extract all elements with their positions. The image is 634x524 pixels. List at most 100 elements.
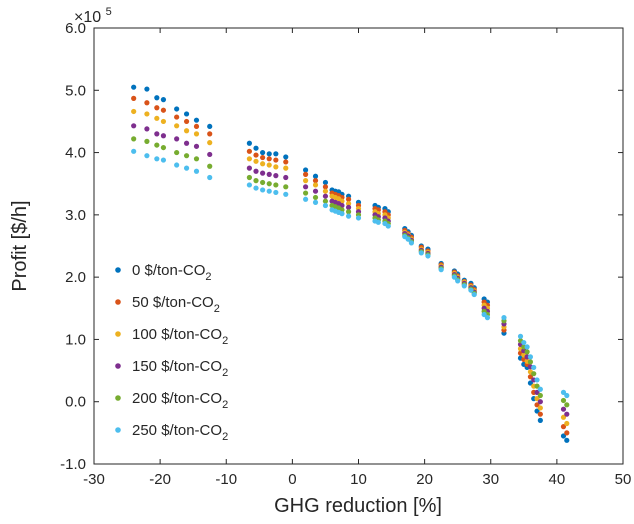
data-point [131, 108, 137, 115]
data-point [207, 174, 213, 181]
y-tick-label: 2.0 [65, 269, 86, 286]
legend-label-main: 0 $/ton-CO [132, 262, 205, 279]
legend-item: 100 $/ton-CO2 [115, 326, 228, 347]
data-point [517, 333, 524, 339]
data-point [481, 311, 487, 318]
data-point [253, 185, 259, 191]
legend-item: 250 $/ton-CO2 [115, 422, 228, 443]
data-point [312, 178, 319, 184]
data-point [438, 267, 444, 273]
data-point [531, 364, 537, 371]
data-point [564, 430, 570, 436]
data-point [283, 159, 289, 165]
data-point [207, 140, 213, 146]
data-point [253, 158, 259, 164]
data-point [266, 181, 272, 187]
data-point [207, 163, 213, 169]
data-point [534, 408, 540, 414]
data-point [534, 396, 540, 402]
data-point [468, 287, 474, 293]
data-point [193, 156, 200, 162]
legend-label-subscript: 2 [222, 431, 228, 443]
data-point [451, 274, 457, 280]
data-point [385, 223, 391, 229]
data-point [154, 115, 160, 121]
data-point [564, 420, 570, 427]
data-point [455, 278, 461, 284]
data-point [405, 236, 411, 242]
data-point [183, 140, 190, 146]
legend-marker [115, 427, 121, 433]
data-point [193, 117, 200, 123]
data-point [303, 196, 309, 202]
data-point [273, 173, 279, 179]
legend-label-main: 200 $/ton-CO [132, 390, 222, 407]
x-tick-label: -10 [215, 471, 237, 488]
axis-ticks: -30 -20 -10 0 10 20 30 40 50 -1.0 0.0 1.0 2.0 3.0 4.0 5… [60, 20, 631, 488]
data-point [266, 171, 272, 177]
data-point [322, 198, 329, 204]
data-point [183, 165, 190, 171]
data-point [253, 152, 259, 158]
data-point [246, 165, 252, 171]
data-point [345, 213, 352, 219]
data-points [131, 84, 570, 443]
legend-label: 150 $/ton-CO2 [132, 358, 228, 379]
data-point [312, 199, 319, 205]
data-point [560, 397, 567, 404]
data-point [283, 154, 289, 160]
legend-label-subscript: 2 [222, 367, 228, 379]
data-point [560, 414, 567, 420]
x-tick-label: -20 [149, 471, 171, 488]
data-point [527, 359, 534, 365]
legend-item: 0 $/ton-CO2 [115, 262, 212, 283]
data-point [537, 405, 543, 411]
y-tick-label: 5.0 [65, 82, 86, 99]
data-point [207, 123, 213, 130]
data-point [303, 184, 309, 190]
data-point [418, 250, 424, 256]
legend-marker [115, 363, 121, 369]
data-point [246, 140, 252, 146]
data-point [345, 201, 352, 207]
data-point [154, 142, 160, 148]
data-point [564, 392, 570, 399]
data-point [144, 111, 150, 117]
data-point [174, 136, 180, 142]
data-point [246, 148, 252, 154]
data-point [207, 151, 213, 158]
legend-label: 100 $/ton-CO2 [132, 326, 228, 347]
data-point [527, 354, 534, 360]
y-tick-label: 6.0 [65, 20, 86, 37]
data-point [312, 182, 319, 188]
y-tick-label: 0.0 [65, 394, 86, 411]
x-tick-label: 20 [416, 471, 433, 488]
x-tick-label: 30 [482, 471, 499, 488]
data-point [154, 105, 160, 111]
data-point [154, 95, 160, 101]
data-point [534, 402, 540, 408]
data-point [246, 182, 252, 188]
data-point [144, 126, 150, 132]
data-point [564, 402, 570, 408]
data-point [183, 118, 190, 125]
data-point [253, 178, 259, 184]
data-point [160, 133, 167, 139]
legend-marker [115, 395, 121, 401]
x-axis-label: GHG reduction [%] [274, 495, 442, 517]
legend-marker [115, 299, 121, 305]
data-point [537, 399, 543, 405]
data-point [471, 291, 477, 298]
data-point [253, 168, 259, 174]
data-point [193, 123, 200, 130]
legend-marker [115, 331, 121, 337]
legend: 0 $/ton-CO 250 $/ton-CO2 100 $/ton-CO2 150 … [115, 262, 228, 443]
data-point [160, 157, 167, 163]
data-point [283, 184, 289, 190]
data-point [183, 111, 190, 117]
data-point [283, 191, 289, 197]
y-tick-label: 4.0 [65, 145, 86, 162]
data-point [193, 143, 200, 149]
legend-item: 150 $/ton-CO2 [115, 358, 228, 379]
data-point [174, 123, 180, 129]
